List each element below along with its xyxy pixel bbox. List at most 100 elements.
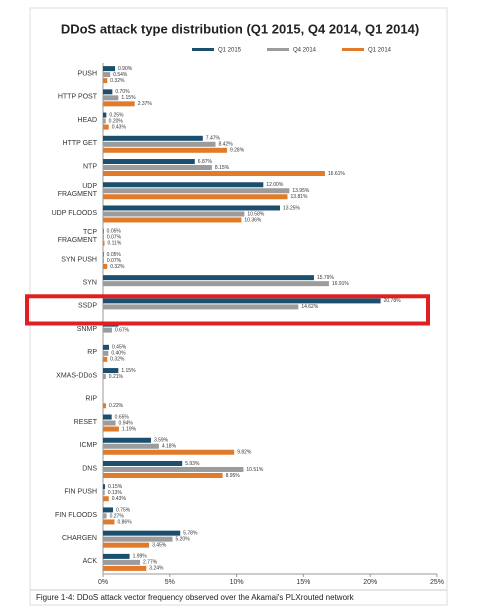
category-label: TCP FRAGMENT [58,229,98,244]
caption: Figure 1-4: DDoS attack vector frequency… [36,593,355,602]
bar [103,559,141,565]
value-label: 0.07% [107,258,122,264]
value-label: 8.15% [215,165,230,171]
value-label: 13.25% [283,205,301,211]
value-label: 9.28% [230,148,245,154]
value-label: 0.25% [109,112,124,118]
bar [103,496,109,502]
value-label: 0.05% [107,229,122,235]
value-label: 7.47% [206,136,221,142]
bar [103,194,288,200]
bar [103,112,107,118]
bar [103,240,105,246]
bar [103,101,135,107]
legend-swatch [267,48,289,51]
category-label: SYN [83,280,97,287]
value-label: 1.99% [133,554,148,560]
value-label: 0.20% [109,118,124,124]
category-label: SSDP [78,303,97,310]
bar [103,228,104,234]
value-label: 0.27% [110,513,125,519]
bar [103,530,181,536]
bar [103,426,119,432]
bar [103,466,244,472]
value-label: 0.65% [115,414,130,420]
value-label: 0.11% [107,241,121,247]
value-label: 9.82% [237,450,252,456]
legend-swatch [192,48,214,51]
value-label: 0.86% [117,519,132,525]
bar [103,118,106,124]
x-tick-label: 5% [165,579,175,586]
bar [103,542,150,548]
value-label: 0.07% [107,235,122,241]
value-label: 10.36% [244,217,262,223]
value-label: 1.19% [122,426,137,432]
bar [103,281,329,287]
bar [103,171,325,177]
value-label: 20.78% [384,298,402,304]
category-label: RIP [85,396,97,403]
category-label: FIN PUSH [64,489,97,496]
chart-title: DDoS attack type distribution (Q1 2015, … [61,21,419,36]
bar [103,437,151,443]
bar [103,251,104,257]
bar [103,217,242,223]
value-label: 13.81% [291,194,309,200]
category-label: SYN PUSH [61,256,97,263]
highlight-box [25,294,430,326]
bar [103,205,281,211]
value-label: 0.67% [115,327,130,333]
value-label: 3.45% [152,542,167,548]
value-label: 13.95% [292,188,310,194]
category-label: ACK [83,558,98,565]
bar [103,159,195,165]
category-label: UDP FRAGMENT [58,183,98,198]
bar [103,374,106,380]
bar [103,490,105,496]
bar [103,304,299,310]
bar [103,95,119,101]
category-label: NTP [83,163,97,170]
category-label: HTTP GET [63,140,98,147]
bar [103,147,227,153]
value-label: 15.79% [317,275,335,281]
category-label: HTTP POST [58,94,98,101]
value-label: 12.00% [266,182,284,188]
bar [103,460,183,466]
category-label: DNS [82,465,97,472]
legend-label: Q1 2015 [218,48,242,54]
x-tick-label: 25% [430,579,444,586]
value-label: 0.94% [119,420,134,426]
bar [103,182,264,188]
value-label: 0.90% [118,66,133,72]
category-label: PUSH [78,70,97,77]
value-label: 0.45% [112,345,127,351]
value-label: 0.21% [109,374,124,380]
legend-label: Q4 2014 [293,48,317,54]
value-label: 0.40% [111,351,126,357]
value-label: 10.58% [247,211,265,217]
bar [103,449,235,455]
bar [103,484,106,490]
category-label: FIN FLOODS [55,512,97,519]
bar [103,211,245,217]
value-label: 8.95% [226,473,241,479]
value-label: 0.75% [116,507,131,513]
bar [103,403,106,409]
bar [103,135,203,141]
bar [103,507,114,513]
bar [103,553,130,559]
value-label: 2.37% [138,101,153,107]
value-label: 16.61% [328,171,346,177]
value-label: 8.42% [218,142,233,148]
bar [103,344,110,350]
value-label: 0.43% [112,124,127,130]
bar [103,414,112,420]
value-label: 1.15% [121,368,136,374]
category-label: HEAD [78,117,97,124]
bar [103,78,108,84]
value-label: 14.62% [301,304,319,310]
bar [103,165,212,171]
value-label: 0.13% [108,490,123,496]
